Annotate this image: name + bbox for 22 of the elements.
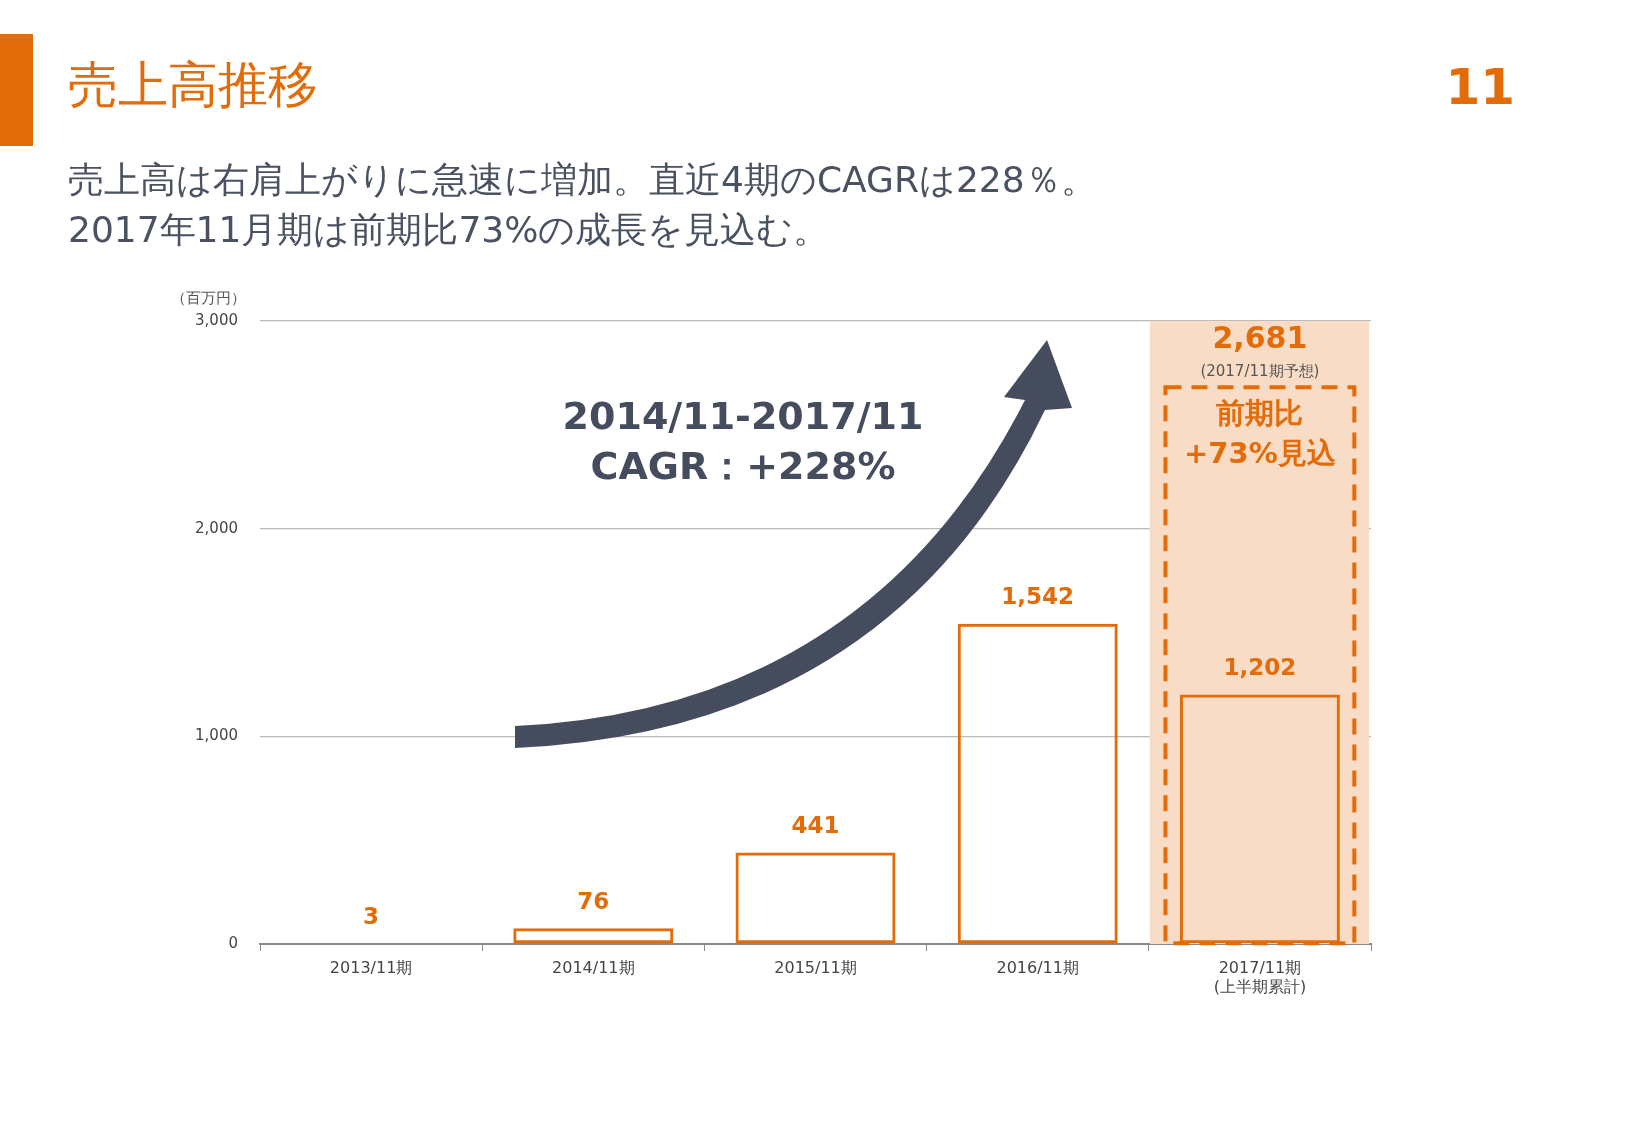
data-label: 2,681 <box>1212 320 1308 356</box>
x-tick-label: 2015/11期 <box>774 957 857 977</box>
y-tick-label: 3,000 <box>195 310 238 329</box>
data-label: 1,202 <box>1223 653 1297 680</box>
data-label: 1,542 <box>1001 583 1075 610</box>
data-label: 3 <box>363 902 380 929</box>
chart-title: 売上高推移 <box>68 55 318 116</box>
x-tick-label: 2014/11期 <box>552 957 635 977</box>
chart-subtitle: 売上高は右肩上がりに急速に増加。直近4期のCAGRは228％。 2017年11月期は前期比73%の成長を見込む。 <box>68 158 1097 252</box>
data-label: 76 <box>577 887 610 914</box>
annotation: 前期比 +73%見込 <box>1184 395 1336 470</box>
y-tick-label: 0 <box>228 933 238 952</box>
y-tick-label: 2,000 <box>195 518 238 537</box>
annotation: 2014/11-2017/11 CAGR：+228% <box>562 393 924 488</box>
x-tick-label: 2013/11期 <box>329 957 413 977</box>
annotation: (2017/11期予想) <box>1200 361 1320 380</box>
data-label: 441 <box>791 811 840 838</box>
text: 11 <box>1445 58 1515 116</box>
x-tick-label: 2017/11期 (上半期累計) <box>1213 957 1307 996</box>
y-tick-label: 1,000 <box>195 726 238 745</box>
y-axis-title: （百万円） <box>170 288 246 307</box>
x-tick-label: 2016/11期 <box>996 957 1079 977</box>
